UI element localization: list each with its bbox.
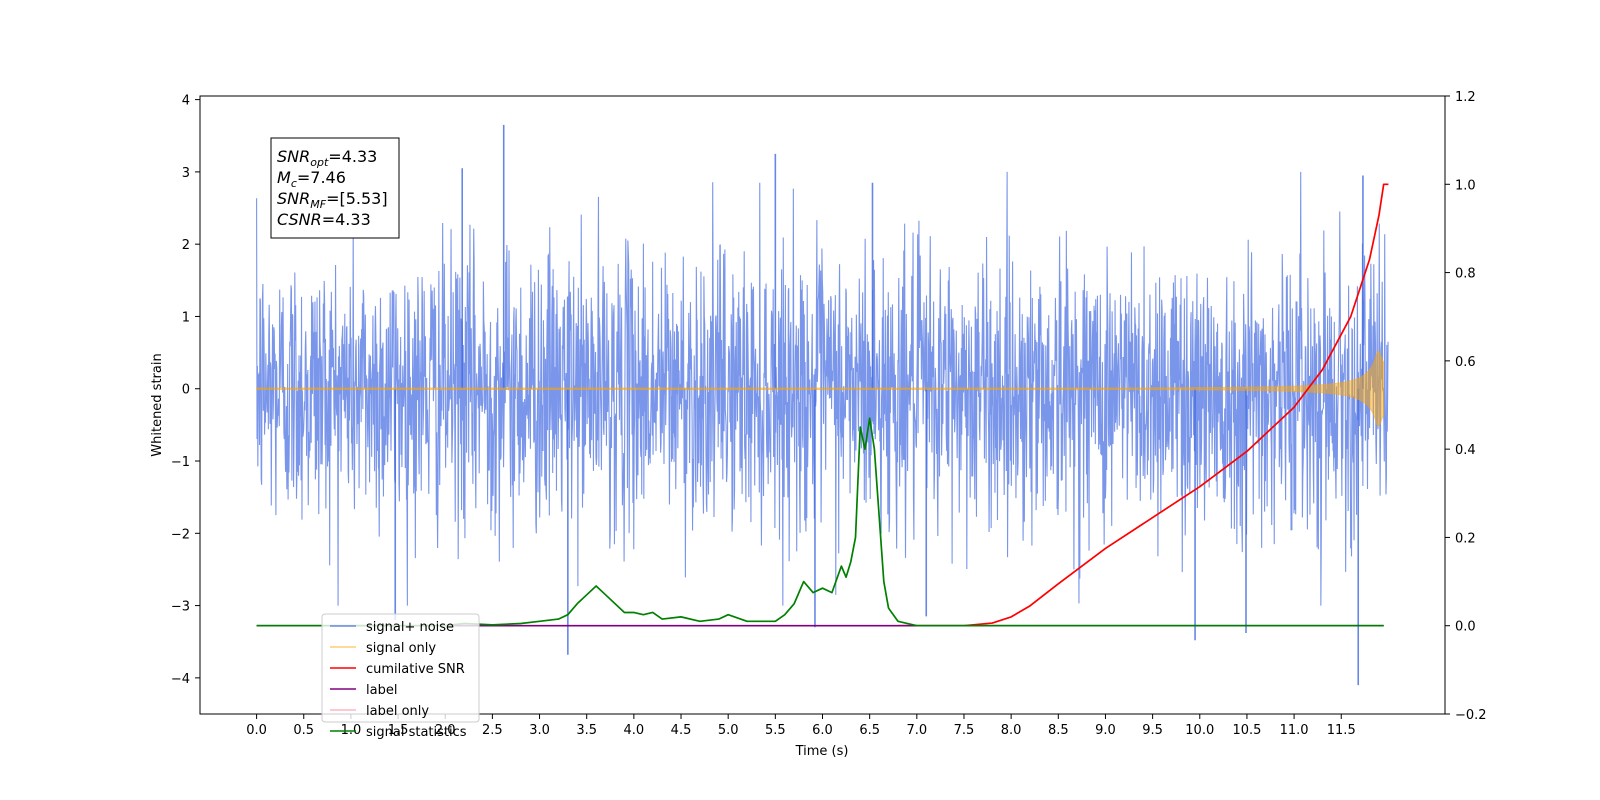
y2-tick-label: 1.0: [1455, 178, 1476, 193]
x-tick-label: 2.5: [482, 723, 503, 738]
x-tick-label: 10.5: [1232, 723, 1261, 738]
y-axis-right: −0.2 0.0 0.2 0.4 0.6 0.8 1.0 1.2: [1445, 90, 1487, 723]
y-tick-label: −3: [171, 600, 190, 615]
x-axis: 0.0 0.5 1.0 1.5 2.0 2.5 3.0 3.5 4.0 4.5 5.0 5.5 6.0 6…: [246, 714, 1356, 738]
series-signal-only-envelope: [256, 350, 1385, 427]
x-tick-label: 9.0: [1095, 723, 1116, 738]
y-tick-label: −1: [171, 455, 190, 470]
annotation-line: SNRopt=4.33: [277, 147, 377, 169]
y-tick-label: 1: [182, 310, 190, 325]
x-tick-label: 4.5: [671, 723, 692, 738]
y2-tick-label: 0.0: [1455, 620, 1476, 635]
x-tick-label: 6.0: [812, 723, 833, 738]
y2-tick-label: 0.4: [1455, 443, 1476, 458]
x-tick-label: 11.5: [1327, 723, 1356, 738]
y-axis-label: Whitened strain: [150, 353, 165, 456]
series-signal-statistics-line: [256, 417, 1384, 627]
y-tick-label: −2: [171, 527, 190, 542]
annotation-line: SNRMF=[5.53]: [277, 189, 388, 211]
x-tick-label: 0.5: [293, 723, 314, 738]
legend-entry: label: [366, 683, 397, 698]
legend-frame: [321, 613, 480, 723]
y-tick-label: 3: [182, 166, 190, 181]
y-axis-left: −4 −3 −2 −1 0 1 2 3 4: [171, 94, 200, 687]
x-tick-label: 2.0: [435, 723, 456, 738]
y2-tick-label: −0.2: [1455, 708, 1487, 723]
x-tick-label: 10.0: [1185, 723, 1214, 738]
y2-tick-label: 1.2: [1455, 90, 1476, 105]
x-tick-label: 3.0: [529, 723, 550, 738]
x-tick-label: 4.0: [624, 723, 645, 738]
x-tick-label: 11.0: [1280, 723, 1309, 738]
annotation-frame: [270, 137, 400, 239]
x-tick-label: 9.5: [1142, 723, 1163, 738]
annotation-line: Mc=7.46: [277, 168, 346, 190]
legend-entry: signal statistics: [366, 725, 467, 740]
series-signal-noise-line: [256, 171, 1389, 606]
legend-entry: signal+ noise: [366, 620, 454, 635]
y2-tick-label: 0.2: [1455, 531, 1476, 546]
legend-entry: signal only: [366, 641, 436, 656]
y2-tick-label: 0.8: [1455, 267, 1476, 282]
x-tick-label: 0.0: [246, 723, 267, 738]
x-tick-label: 5.5: [765, 723, 786, 738]
y-tick-label: 0: [182, 383, 190, 398]
legend: signal+ noise signal only cumilative SNR la…: [321, 613, 480, 740]
y-tick-label: 2: [182, 238, 190, 253]
x-tick-label: 7.5: [954, 723, 975, 738]
x-axis-label: Time (s): [795, 744, 849, 759]
x-tick-label: 3.5: [576, 723, 597, 738]
x-tick-label: 7.0: [906, 723, 927, 738]
x-tick-label: 1.5: [388, 723, 409, 738]
annotation-line: CSNR=4.33: [277, 210, 371, 229]
x-tick-label: 5.0: [718, 723, 739, 738]
x-tick-label: 8.0: [1001, 723, 1022, 738]
legend-entry: label only: [366, 704, 429, 719]
x-tick-label: 8.5: [1048, 723, 1069, 738]
y2-tick-label: 0.6: [1455, 355, 1476, 370]
data-layer: [256, 124, 1389, 686]
legend-entry: cumilative SNR: [366, 662, 465, 677]
y-tick-label: −4: [171, 672, 190, 687]
x-tick-label: 6.5: [859, 723, 880, 738]
series-signal-only: [256, 350, 1385, 427]
y-tick-label: 4: [182, 94, 190, 109]
series-cumilative-snr-line: [897, 183, 1389, 627]
series-signal-noise: [256, 124, 1389, 686]
